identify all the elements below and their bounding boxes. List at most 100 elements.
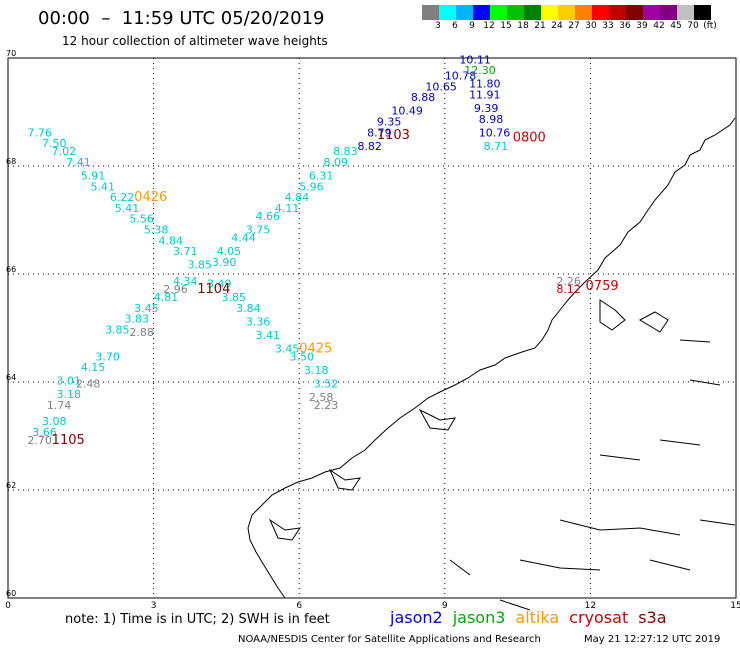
wave-height-label: 10.65 bbox=[425, 80, 457, 93]
wave-height-label: 4.34 bbox=[173, 275, 198, 288]
wave-height-label: 7.41 bbox=[66, 156, 91, 169]
wave-height-label: 4.11 bbox=[275, 202, 300, 215]
y-tick-label: 60 bbox=[6, 589, 16, 598]
pass-time-label: 0759 bbox=[586, 279, 619, 294]
wave-height-label: 4.05 bbox=[217, 245, 242, 258]
wave-height-label: 9.35 bbox=[377, 116, 402, 129]
colorbar-swatch bbox=[643, 5, 660, 20]
wave-height-label: 8.83 bbox=[333, 145, 358, 158]
colorbar-swatch bbox=[422, 5, 439, 20]
coastline-fjord-2 bbox=[638, 311, 669, 333]
colorbar-swatch bbox=[507, 5, 524, 20]
colorbar-label: 24 bbox=[551, 21, 563, 31]
credit-timestamp: May 21 12:27:12 UTC 2019 bbox=[584, 634, 721, 645]
wave-height-label: 8.98 bbox=[479, 113, 504, 126]
wave-height-label: 6.31 bbox=[309, 170, 334, 183]
wave-height-label: 5.41 bbox=[91, 180, 116, 193]
coastline-fjord-1 bbox=[599, 299, 626, 331]
wave-height-label: 5.38 bbox=[144, 224, 169, 237]
wave-height-label: 9.39 bbox=[474, 102, 499, 115]
wave-height-label: 8.82 bbox=[357, 140, 382, 153]
colorbar-label: 21 bbox=[534, 21, 546, 31]
colorbar-label: 6 bbox=[452, 21, 458, 31]
wave-height-label: 10.76 bbox=[479, 126, 511, 139]
wave-height-label: 6.22 bbox=[110, 191, 135, 204]
wave-height-label: 4.84 bbox=[285, 191, 310, 204]
wave-height-label: 3.18 bbox=[304, 364, 329, 377]
wave-height-colorbar bbox=[422, 5, 711, 20]
colorbar-swatch bbox=[609, 5, 626, 20]
pass-time-label: 1103 bbox=[377, 128, 410, 143]
colorbar-label: (ft) bbox=[703, 21, 717, 31]
colorbar-swatch bbox=[626, 5, 643, 20]
wave-height-label: 5.96 bbox=[299, 180, 324, 193]
credit-org: NOAA/NESDIS Center for Satellite Applica… bbox=[238, 634, 541, 645]
page-subtitle: 12 hour collection of altimeter wave hei… bbox=[62, 34, 328, 48]
pass-time-labels: 1103 0800 0426 1104 0425 0759 1105 bbox=[52, 128, 619, 448]
coastline-inland bbox=[449, 339, 736, 611]
wave-height-label: 3.83 bbox=[124, 313, 149, 326]
wave-height-label: 3.90 bbox=[212, 256, 237, 269]
pass-time-label: 0800 bbox=[513, 131, 546, 146]
wave-height-label: 2.48 bbox=[76, 377, 101, 390]
colorbar-label: 42 bbox=[653, 21, 665, 31]
wave-height-label: 2.88 bbox=[129, 326, 154, 339]
legend-entry-jason2: jason2 bbox=[390, 608, 443, 627]
x-tick-label: 0 bbox=[5, 601, 11, 611]
legend-entry-altika: altika bbox=[515, 608, 560, 627]
wave-height-label: 11.91 bbox=[469, 89, 501, 102]
wave-height-label: 3.50 bbox=[289, 350, 314, 363]
colorbar-label: 70 bbox=[687, 21, 699, 31]
coastline-fjord-3 bbox=[418, 408, 456, 431]
wave-height-label: 3.84 bbox=[236, 302, 261, 315]
wave-height-label: 3.01 bbox=[57, 375, 82, 388]
wave-height-label: 2.23 bbox=[314, 399, 339, 412]
coastline-norway bbox=[247, 117, 736, 599]
coastline-fjord-5 bbox=[268, 518, 302, 541]
legend-entry-jason3: jason3 bbox=[452, 608, 506, 627]
wave-height-label: 3.71 bbox=[173, 245, 198, 258]
wave-height-label: 2.96 bbox=[163, 283, 188, 296]
wave-height-label: 4.81 bbox=[154, 291, 179, 304]
wave-height-label: 5.91 bbox=[81, 170, 106, 183]
colorbar-swatch bbox=[473, 5, 490, 20]
colorbar-swatch bbox=[524, 5, 541, 20]
colorbar-label: 12 bbox=[483, 21, 495, 31]
colorbar-label: 15 bbox=[500, 21, 512, 31]
colorbar-label: 27 bbox=[568, 21, 580, 31]
legend-entry-cryosat: cryosat bbox=[569, 608, 629, 627]
colorbar-swatch bbox=[660, 5, 677, 20]
wave-height-label: 3.36 bbox=[246, 315, 271, 328]
colorbar-swatch bbox=[490, 5, 507, 20]
wave-height-label: 3.18 bbox=[57, 388, 82, 401]
colorbar-label: 9 bbox=[469, 21, 475, 31]
wave-height-label: 8.12 bbox=[556, 283, 581, 296]
wave-height-label: 8.09 bbox=[323, 156, 348, 169]
wave-height-label: 3.52 bbox=[314, 377, 339, 390]
colorbar-label: 3 bbox=[435, 21, 441, 31]
wave-height-label: 3.85 bbox=[188, 259, 213, 272]
wave-height-label: 5.56 bbox=[129, 213, 154, 226]
x-tick-label: 9 bbox=[442, 601, 448, 611]
wave-height-label: 12.30 bbox=[464, 64, 496, 77]
wave-height-label: 4.44 bbox=[231, 232, 256, 245]
colorbar-swatch bbox=[439, 5, 456, 20]
coastline-fjord-4 bbox=[328, 468, 362, 491]
wave-height-label: 3.66 bbox=[32, 426, 57, 439]
colorbar-label: 30 bbox=[585, 21, 597, 31]
wave-height-label: 3.08 bbox=[42, 415, 66, 428]
colorbar-label: 33 bbox=[602, 21, 614, 31]
pass-time-label: 0426 bbox=[134, 190, 167, 205]
x-tick-label: 15 bbox=[730, 601, 740, 611]
map-grid: 0 3 6 9 12 15 70 68 66 64 62 60 bbox=[5, 49, 740, 611]
wave-height-label: 8.71 bbox=[484, 140, 509, 153]
wave-height-label: 7.76 bbox=[27, 126, 52, 139]
wave-height-label: 8.79 bbox=[367, 126, 392, 139]
x-tick-label: 12 bbox=[585, 601, 596, 611]
legend-entry-s3a: s3a bbox=[638, 608, 667, 627]
y-tick-label: 64 bbox=[6, 373, 16, 382]
wave-height-label: 7.02 bbox=[52, 145, 77, 158]
wave-height-label: 3.45 bbox=[134, 302, 159, 315]
